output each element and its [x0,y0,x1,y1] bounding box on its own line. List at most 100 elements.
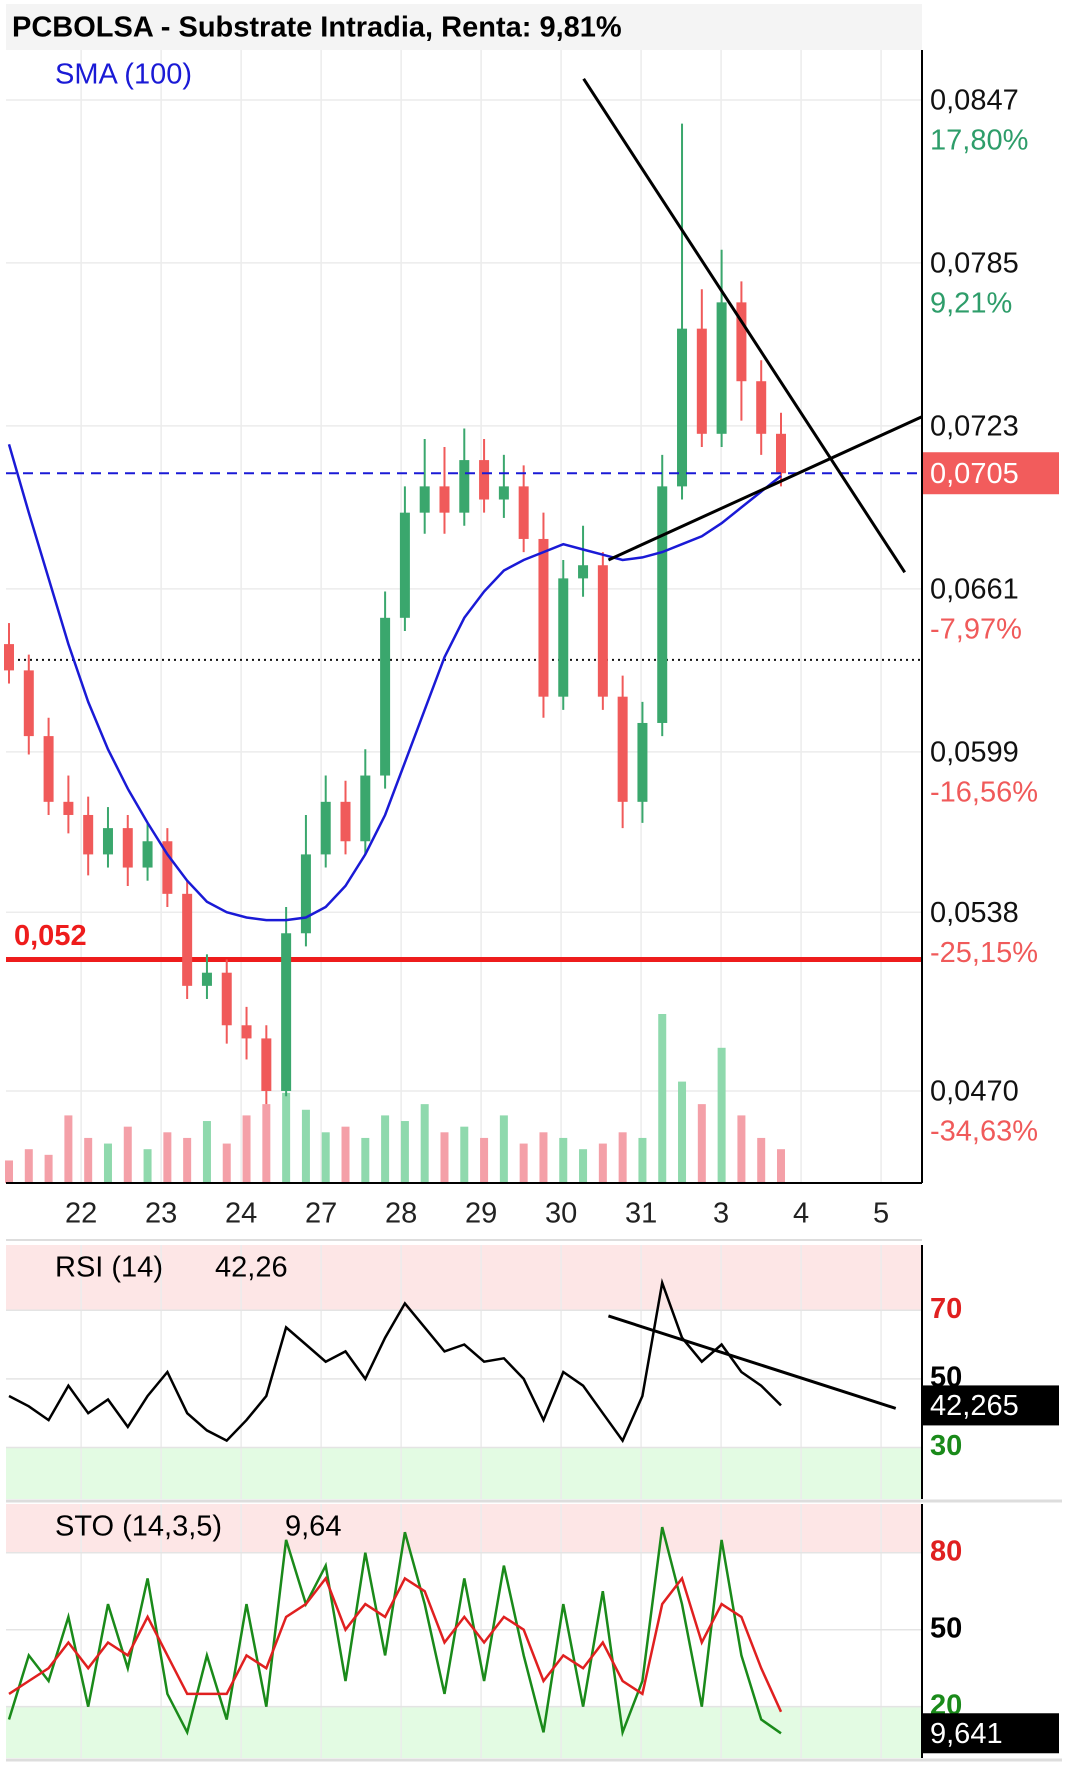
candle-body [498,486,509,500]
lower-zone [6,1706,922,1758]
x-tick-label: 30 [545,1198,577,1230]
y-tick-label: 0,0470 [930,1076,1019,1108]
candle-body [340,801,351,842]
lower-zone [6,1447,922,1499]
volume-bar [361,1137,370,1183]
volume-bar [638,1137,647,1183]
volume-bar [598,1143,607,1183]
y-tick-change: 9,21% [930,288,1012,320]
volume-bar [24,1149,33,1183]
candle-body [162,841,173,894]
candle-body [756,381,767,434]
trend-line [582,78,906,574]
volume-bar [737,1115,746,1183]
volume-bar [381,1115,390,1183]
indicator-title: RSI (14) [55,1252,163,1284]
volume-bar [480,1137,489,1183]
y-tick-label: 70 [930,1293,962,1325]
candle-body [558,578,569,697]
x-tick-label: 31 [625,1198,657,1230]
candle-body [657,486,668,723]
candle-body [281,933,292,1091]
volume-bar [717,1047,726,1183]
x-tick-label: 3 [713,1198,729,1230]
x-tick-label: 22 [65,1198,97,1230]
x-tick-label: 29 [465,1198,497,1230]
y-tick-label: 0,0847 [930,85,1019,117]
volume-bar [143,1149,152,1183]
y-tick-label: 0,0538 [930,897,1019,929]
volume-bar [321,1132,330,1183]
volume-bar [757,1137,766,1183]
candle-body [201,972,212,986]
candle-body [578,565,589,579]
candle-body [182,893,193,986]
volume-bar [519,1143,528,1183]
y-tick-label: 80 [930,1535,962,1567]
x-tick-label: 5 [873,1198,889,1230]
volume-bar [84,1137,93,1183]
volume-bar [400,1121,409,1183]
volume-bar [262,1104,271,1183]
y-tick-change: -34,63% [930,1116,1038,1148]
volume-bar [282,1092,291,1183]
volume-bar [539,1132,548,1183]
indicator-line [7,1526,782,1738]
candle-body [4,644,14,671]
candle-body [518,486,529,539]
candle-body [122,828,133,868]
y-tick-label: 0,0661 [930,574,1019,606]
candle-body [716,302,727,434]
indicator-line [8,1277,782,1444]
candle-body [360,775,371,842]
indicator-title: STO (14,3,5) [55,1511,222,1543]
last-value-label: 9,641 [930,1718,1003,1750]
volume-bar [777,1149,785,1183]
candle-body [399,512,410,618]
x-tick-label: 24 [225,1198,257,1230]
x-tick-label: 4 [793,1198,809,1230]
y-tick-change: -25,15% [930,937,1038,969]
candle-body [696,328,707,434]
trend-line [607,1314,897,1410]
volume-bar [440,1132,449,1183]
y-tick-label: 30 [930,1430,962,1462]
volume-bar [202,1121,211,1183]
y-tick-label: 0,0785 [930,248,1019,280]
sma-line [7,443,782,922]
candle-body [776,433,786,474]
volume-bar [5,1160,13,1183]
volume-bar [559,1137,568,1183]
volume-bar [301,1109,310,1183]
candle-body [419,486,430,513]
candle-body [320,801,331,855]
volume-bar [183,1137,192,1183]
candle-body [241,1025,252,1039]
last-price-box [922,452,1059,495]
last-value-box [922,1713,1059,1754]
volume-bar [341,1126,350,1183]
last-value-label: 42,265 [930,1390,1019,1422]
chart-title: PCBOLSA - Substrate Intradia, Renta: 9,8… [12,12,622,44]
title-bar [6,4,922,50]
volume-bar [579,1149,588,1183]
volume-bar [697,1104,706,1183]
upper-zone [6,1245,922,1311]
volume-bar [658,1014,667,1183]
candle-body [736,302,747,382]
candle-body [261,1038,272,1091]
indicator-value: 42,26 [215,1252,288,1284]
candle-body [102,828,113,855]
volume-bar [678,1081,687,1183]
y-tick-label: 50 [930,1612,962,1644]
candle-body [63,801,74,815]
candle-body [221,972,232,1026]
volume-bar [618,1132,627,1183]
volume-bar [242,1115,251,1183]
sma-legend: SMA (100) [55,59,192,91]
y-tick-change: -7,97% [930,614,1022,646]
candle-body [479,460,490,500]
x-tick-label: 28 [385,1198,417,1230]
volume-bar [499,1115,508,1183]
